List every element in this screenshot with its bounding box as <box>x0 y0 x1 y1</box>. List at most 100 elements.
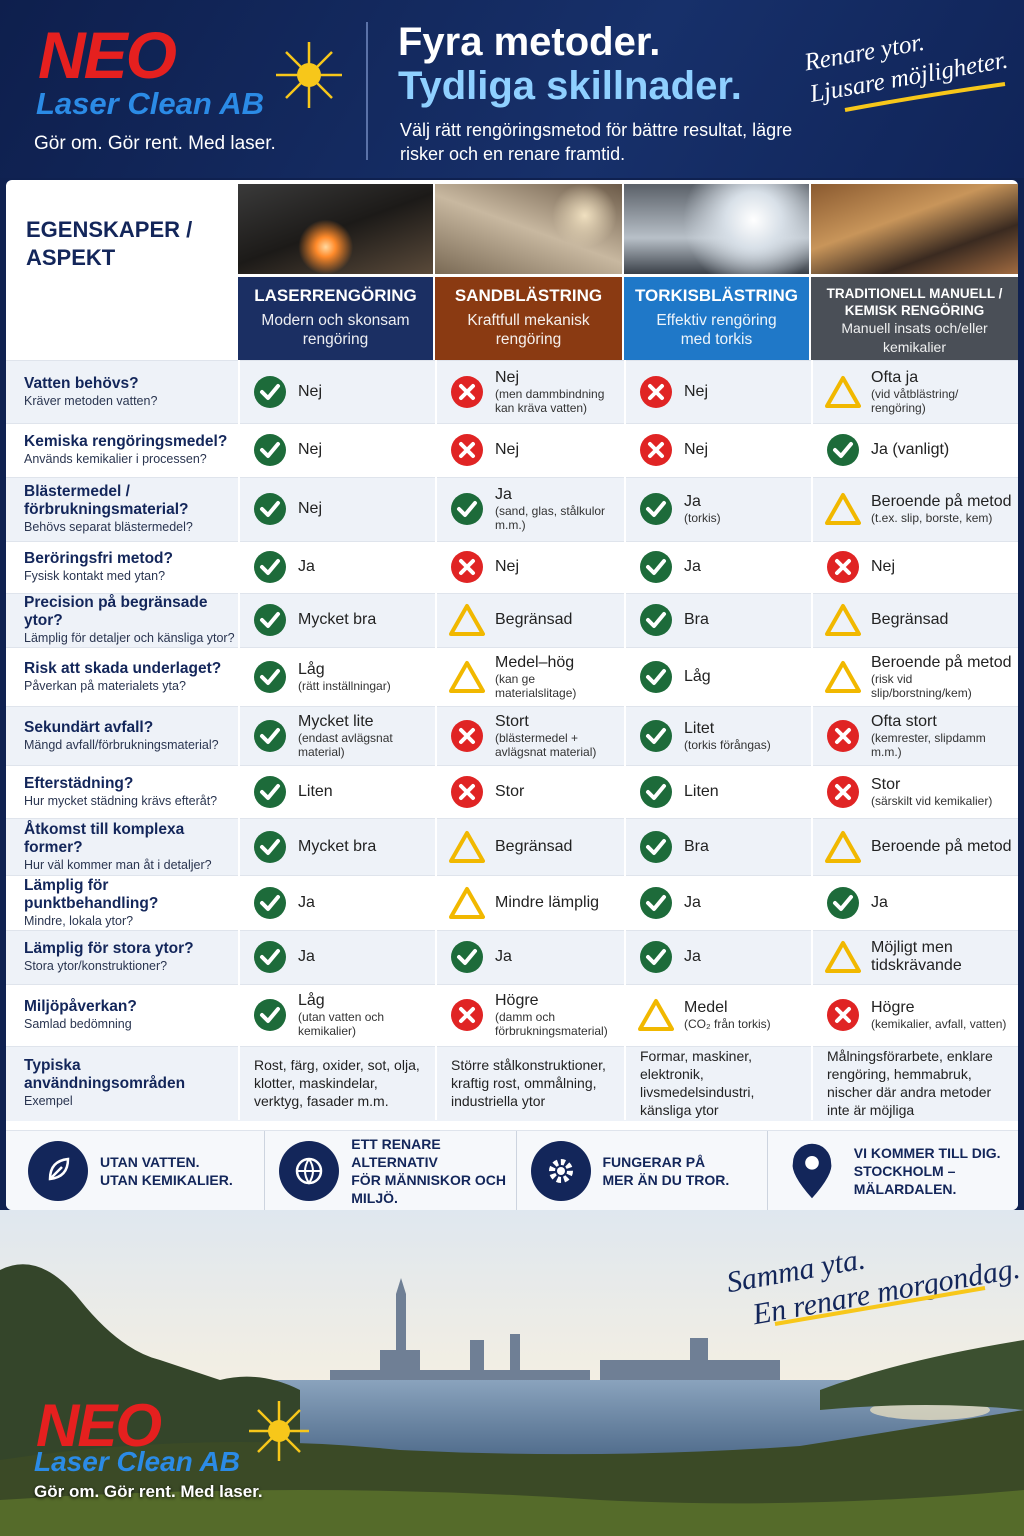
status-icon-yes <box>640 719 672 752</box>
cell-text: Låg (rätt inställningar) <box>298 661 395 693</box>
cell-main: Nej <box>871 558 896 575</box>
cell-main: Låg <box>298 660 325 678</box>
feature-icon <box>28 1141 88 1201</box>
table-cell: Stor (särskilt vid kemikalier) <box>811 765 1018 818</box>
cell-text: Nej <box>298 441 326 459</box>
table-cell: Nej <box>624 423 809 477</box>
status-icon-yes <box>254 660 286 693</box>
label-title: Typiska användningsområden <box>24 1057 186 1092</box>
table-cell: Ofta stort (kemrester, slipdamm m.m.) <box>811 706 1018 765</box>
slogan-underline <box>774 1286 986 1326</box>
cell-main: Ja <box>298 948 315 965</box>
cell-main: Ja <box>684 558 701 575</box>
status-icon-yes <box>254 830 286 863</box>
status-icon-yes <box>254 493 286 525</box>
feature: UTAN VATTEN. UTAN KEMIKALIER. <box>6 1131 264 1210</box>
method-title: TORKISBLÄSTRING <box>634 286 799 305</box>
cell-text: Beroende på metod (risk vid slip/borstnin… <box>871 654 1018 700</box>
label-sub: Hur väl kommer man åt i detaljer? <box>24 857 212 872</box>
status-icon-yes <box>640 551 672 583</box>
cell-text: Ja <box>684 948 705 966</box>
tagline-bottom: Gör om. Gör rent. Med laser. <box>34 1482 263 1501</box>
cell-text: Ja (sand, glas, stålkulor m.m.) <box>495 486 622 532</box>
cell-text: Stor (särskilt vid kemikalier) <box>871 776 996 808</box>
table-cell: Ja <box>624 541 809 593</box>
status-icon-yes <box>254 941 286 973</box>
table-cell: Nej <box>238 360 433 423</box>
cell-text: Formar, maskiner, elektronik, livsmedels… <box>640 1047 809 1119</box>
cell-text: Liten <box>298 783 337 801</box>
cell-main: Nej <box>298 500 323 517</box>
feature: VI KOMMER TILL DIG. STOCKHOLM – MÄLARDALE… <box>766 1131 1018 1210</box>
cell-main: Stor <box>871 775 901 793</box>
cell-text: Ja <box>871 894 892 912</box>
table-cell: Beroende på metod (risk vid slip/borstnin… <box>811 647 1018 706</box>
cell-main: Låg <box>298 992 325 1009</box>
table-cell: Begränsad <box>811 593 1018 647</box>
status-icon-no <box>640 434 672 466</box>
label-wrap: Åtkomst till komplexa former? Hur väl kom… <box>24 821 236 873</box>
cell-main: Ja <box>684 493 701 510</box>
label-title: Risk att skada underlaget? <box>24 659 222 677</box>
label-wrap: Typiska användningsområden Exempel <box>24 1057 236 1109</box>
status-icon-yes <box>827 886 859 919</box>
brand: NEO <box>38 18 177 92</box>
cell-text: Begränsad <box>871 611 952 629</box>
table-cell: Ja <box>435 930 622 984</box>
cell-text: Mycket bra <box>298 838 380 856</box>
row-bg <box>6 1046 1018 1121</box>
cell-main: Formar, maskiner, elektronik, livsmedels… <box>640 1048 755 1118</box>
cell-text: Målningsförarbete, enklare rengöring, he… <box>827 1047 1018 1119</box>
table-cell: Ja (vanligt) <box>811 423 1018 477</box>
status-icon-no <box>451 551 483 583</box>
label-title: Vatten behövs? <box>24 374 139 392</box>
cell-text: Medel–hög (kan ge materialslitage) <box>495 654 622 700</box>
cell-note: (t.ex. slip, borste, kem) <box>871 511 993 525</box>
method-title: TRADITIONELL MANUELL / KEMISK RENGÖRING <box>826 286 1003 318</box>
label-sub: Exempel <box>24 1094 73 1108</box>
cell-note: (utan vatten och kemikalier) <box>298 1010 385 1038</box>
label-wrap: Lämplig för stora ytor? Stora ytor/konstr… <box>24 940 194 974</box>
status-icon-yes <box>640 886 672 919</box>
cell-text: Begränsad <box>495 838 576 856</box>
status-icon-yes <box>827 434 859 466</box>
status-icon-yes <box>254 886 286 919</box>
cell-main: Liten <box>298 782 333 800</box>
label-title: Efterstädning? <box>24 774 134 792</box>
label-wrap: Vatten behövs? Kräver metoden vatten? <box>24 375 157 409</box>
cell-main: Liten <box>684 782 719 800</box>
cell-text: Stort (blästermedel + avlägsnat material) <box>495 713 622 759</box>
status-icon-warn <box>825 493 861 525</box>
table-cell: Ja <box>238 541 433 593</box>
status-icon-warn <box>825 604 861 636</box>
cell-main: Begränsad <box>495 837 573 855</box>
cell-text: Mycket lite (endast avlägsnat material) <box>298 713 433 759</box>
method-subtitle: Effektiv rengöring med torkis <box>656 312 777 348</box>
cell-text: Ja <box>298 948 319 966</box>
status-icon-no <box>451 719 483 752</box>
table-cell: Högre (damm och förbrukningsmaterial) <box>435 984 622 1046</box>
cell-main: Nej <box>684 382 709 400</box>
cell-main: Bra <box>684 837 709 855</box>
cell-main: Ja <box>871 893 888 911</box>
cell-note: (men dammbindning kan kräva vatten) <box>495 386 605 415</box>
row-label: Lämplig för punktbehandling? Mindre, loka… <box>24 875 236 930</box>
label-wrap: Risk att skada underlaget? Påverkan på ma… <box>24 660 221 694</box>
label-wrap: Beröringsfri metod? Fysisk kontakt med yt… <box>24 550 173 584</box>
status-icon-yes <box>254 434 286 466</box>
table-cell: Mindre lämplig <box>435 875 622 930</box>
label-sub: Påverkan på materialets yta? <box>24 678 186 693</box>
cell-main: Ja <box>495 948 512 965</box>
label-title: Sekundärt avfall? <box>24 718 154 736</box>
label-wrap: Sekundärt avfall? Mängd avfall/förbruknin… <box>24 719 219 753</box>
landscape-art <box>0 1210 1024 1536</box>
feature-text: FUNGERAR PÅ MER ÄN DU TROR. <box>603 1153 730 1189</box>
table-cell: Ja (torkis) <box>624 477 809 541</box>
feature-line: UTAN KEMIKALIER. <box>100 1172 233 1188</box>
method-title: SANDBLÄSTRING <box>454 286 603 305</box>
status-icon-yes <box>254 375 286 408</box>
cell-main: Beroende på metod <box>871 493 1012 510</box>
status-icon-yes <box>640 493 672 525</box>
cell-main: Ofta ja <box>871 368 919 386</box>
